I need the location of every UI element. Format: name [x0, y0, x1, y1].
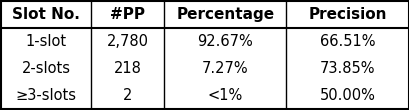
Text: 92.67%: 92.67%: [197, 34, 253, 49]
Text: 2: 2: [123, 88, 132, 103]
Text: ≥3-slots: ≥3-slots: [16, 88, 76, 103]
Text: 218: 218: [113, 61, 141, 76]
Text: Percentage: Percentage: [176, 7, 274, 22]
Text: <1%: <1%: [207, 88, 243, 103]
Text: #PP: #PP: [110, 7, 145, 22]
Text: Precision: Precision: [308, 7, 386, 22]
Text: 66.51%: 66.51%: [319, 34, 374, 49]
Text: 50.00%: 50.00%: [319, 88, 375, 103]
Text: Slot No.: Slot No.: [12, 7, 80, 22]
Text: 2,780: 2,780: [106, 34, 148, 49]
Text: 73.85%: 73.85%: [319, 61, 374, 76]
Text: 7.27%: 7.27%: [202, 61, 248, 76]
Text: 1-slot: 1-slot: [25, 34, 67, 49]
Text: 2-slots: 2-slots: [22, 61, 70, 76]
